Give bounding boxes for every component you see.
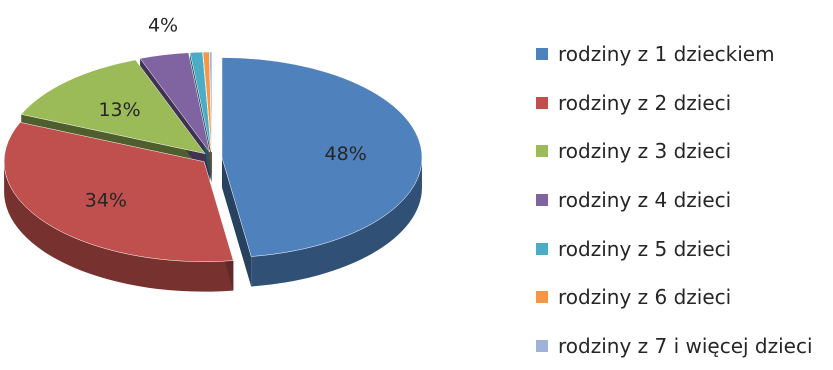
legend-item-4: rodziny z 4 dzieci (536, 176, 813, 225)
data-label-1: 48% (325, 143, 367, 165)
legend-item-3: rodziny z 3 dzieci (536, 127, 813, 176)
legend-swatch-4 (536, 194, 548, 207)
legend-swatch-6 (536, 291, 548, 304)
pie-slice-4 (139, 52, 210, 153)
data-label-4: 4% (148, 15, 178, 37)
data-label-2: 34% (85, 190, 127, 212)
legend-label-7: rodziny z 7 i więcej dzieci (558, 333, 813, 358)
pie-side-1 (251, 157, 422, 287)
legend-swatch-5 (536, 242, 548, 255)
pie-slice-7 (209, 51, 213, 153)
pie-side-2 (4, 161, 234, 292)
legend-item-1: rodziny z 1 dzieckiem (536, 30, 813, 79)
legend-swatch-1 (536, 48, 548, 61)
pie-cut-1-1 (221, 157, 252, 287)
legend-label-4: rodziny z 4 dzieci (558, 188, 732, 213)
pie-slice-3 (20, 59, 206, 155)
legend-label-6: rodziny z 6 dzieci (558, 285, 732, 310)
legend-swatch-7 (536, 339, 548, 352)
pie-slice-2 (3, 122, 234, 262)
legend-label-1: rodziny z 1 dzieckiem (558, 42, 775, 67)
legend-label-3: rodziny z 3 dzieci (558, 139, 732, 164)
legend-item-2: rodziny z 2 dzieci (536, 79, 813, 128)
legend-item-6: rodziny z 6 dzieci (536, 273, 813, 322)
legend-label-2: rodziny z 2 dzieci (558, 90, 732, 115)
data-label-3: 13% (98, 99, 140, 121)
pie-slice-1 (221, 57, 423, 257)
pie-data-labels: 48% 34% 13% 4% (85, 15, 367, 212)
legend-item-5: rodziny z 5 dzieci (536, 224, 813, 273)
legend-label-5: rodziny z 5 dzieci (558, 236, 732, 261)
legend-item-7: rodziny z 7 i więcej dzieci (536, 322, 813, 370)
legend-swatch-3 (536, 145, 548, 158)
pie-chart: 48% 34% 13% 4% (3, 15, 423, 292)
legend: rodziny z 1 dzieckiem rodziny z 2 dzieci… (536, 30, 813, 370)
pie-tops (3, 51, 423, 262)
pie-slice-5 (189, 51, 212, 153)
legend-swatch-2 (536, 96, 548, 109)
